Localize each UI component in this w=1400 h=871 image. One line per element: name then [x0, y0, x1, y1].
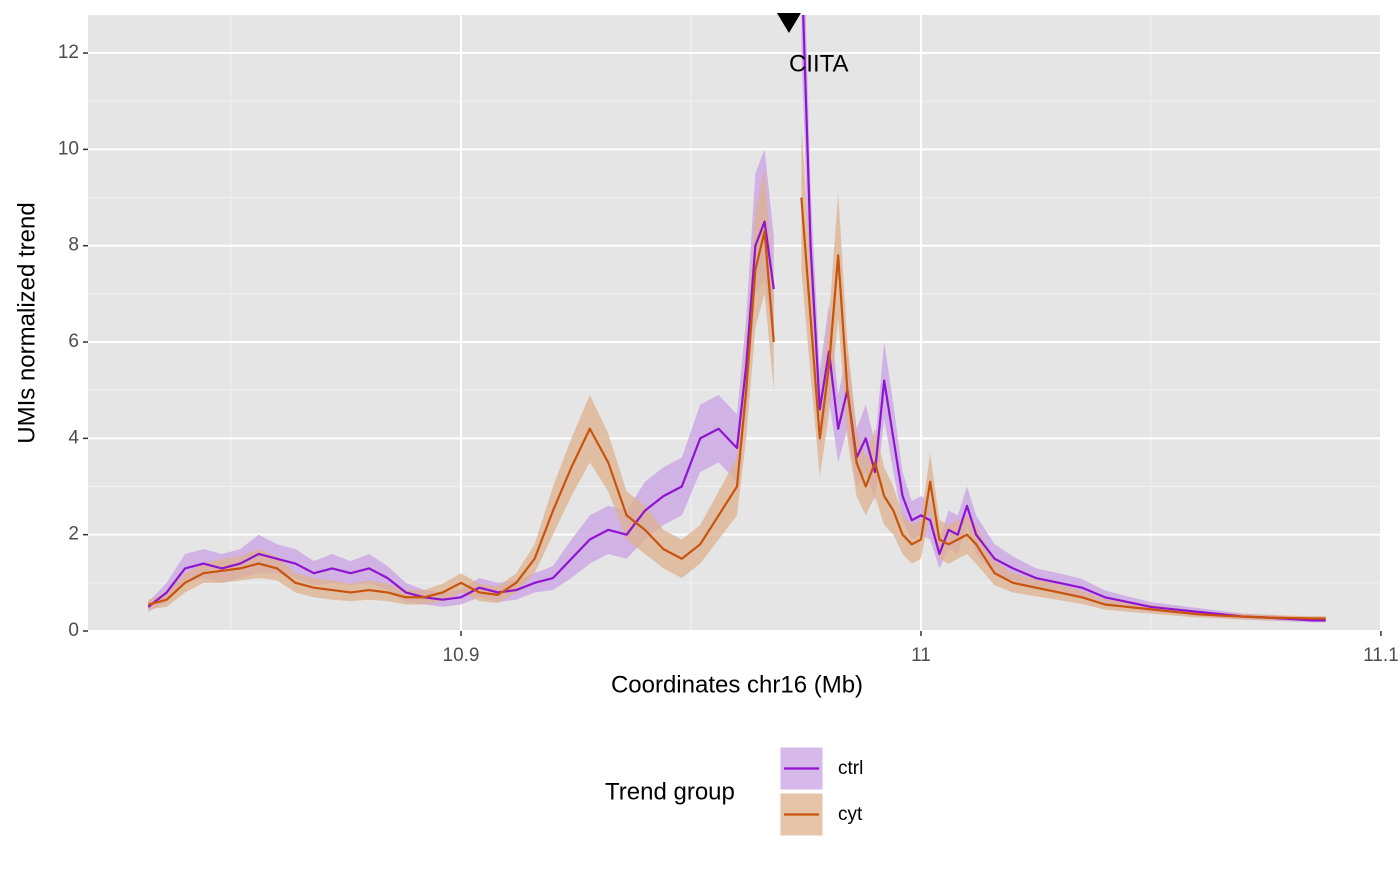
legend-label: ctrl	[838, 758, 863, 779]
legend-label: cyt	[838, 804, 863, 825]
legend: ctrl cyt	[779, 746, 863, 837]
y-tick-label: 2	[68, 524, 79, 545]
x-axis-title: Coordinates chr16 (Mb)	[611, 671, 863, 698]
ribbon	[148, 125, 1326, 621]
x-tick-label: 10.9	[443, 645, 480, 666]
grid	[88, 15, 1382, 632]
x-tick-label: 11.1	[1363, 645, 1399, 666]
y-tick-label: 12	[58, 42, 79, 63]
axes: 0 2 4 6 8 10 12 10.9 11 11.1	[58, 42, 1399, 666]
y-axis-title: UMIs normalized trend	[13, 202, 40, 443]
y-tick-label: 6	[68, 331, 79, 352]
plot-area	[147, 15, 1326, 623]
y-tick-label: 0	[68, 620, 79, 641]
annotation-label: CIITA	[789, 50, 849, 77]
panel	[88, 15, 1380, 631]
y-tick-label: 4	[68, 427, 79, 448]
line	[147, 197, 1326, 620]
y-tick-label: 8	[68, 235, 79, 256]
y-tick-label: 10	[58, 138, 79, 159]
x-tick-label: 11	[911, 645, 931, 666]
legend-title: Trend group	[605, 778, 735, 805]
annotation-marker	[776, 13, 801, 33]
